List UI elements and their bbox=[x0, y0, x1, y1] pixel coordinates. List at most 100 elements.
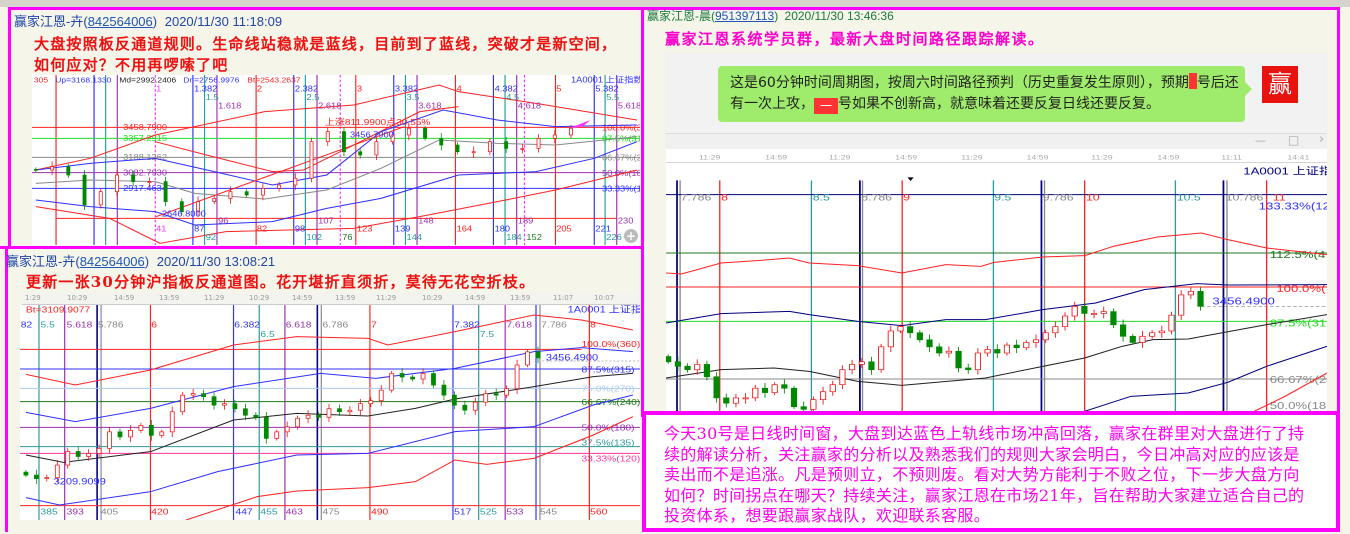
price-annotation: 2646.8000 bbox=[162, 209, 206, 218]
time-window-label: 5.618 bbox=[67, 320, 93, 330]
candle bbox=[1071, 306, 1078, 317]
chart-30min-channel[interactable]: 100.0%(360) 87.5%(315) 75.0%(270) 66.67%(24… bbox=[20, 303, 653, 521]
more-button[interactable]: › bbox=[1319, 132, 1325, 147]
time-axis-label: 14:59 bbox=[465, 294, 486, 302]
bar-index-label: 205 bbox=[556, 224, 572, 233]
bar-index-label: 180 bbox=[495, 224, 511, 233]
sender-qq-link[interactable]: 842564006 bbox=[87, 14, 153, 29]
bar-index-label: 123 bbox=[357, 224, 373, 233]
time-window-label: 5.5 bbox=[606, 93, 619, 102]
post-time: 2020/11/30 13:46:36 bbox=[784, 9, 894, 23]
pct-level-label: 66.67%(24 bbox=[1270, 374, 1327, 385]
candle bbox=[263, 416, 269, 439]
bar-index-label: 545 bbox=[540, 507, 557, 517]
candle bbox=[44, 477, 50, 479]
time-axis-label: 11:07 bbox=[553, 294, 574, 302]
candle bbox=[148, 424, 154, 436]
bar-index-label: 102 bbox=[307, 233, 323, 242]
candle bbox=[1149, 332, 1156, 337]
bar-index-label: 230 bbox=[618, 216, 634, 225]
price-level-label: 3188.1262 bbox=[123, 153, 167, 162]
candle bbox=[169, 411, 175, 433]
candle bbox=[65, 451, 71, 466]
candle bbox=[829, 384, 836, 393]
time-axis-label: 11:29 bbox=[376, 294, 397, 302]
candle bbox=[159, 431, 165, 436]
candle bbox=[96, 448, 102, 454]
candle bbox=[771, 384, 778, 393]
time-window-label: 7.786 bbox=[541, 320, 567, 330]
candle bbox=[212, 198, 217, 202]
time-window-label: 2.382 bbox=[295, 84, 318, 93]
post-time: 2020/11/30 13:08:21 bbox=[156, 254, 276, 269]
avatar[interactable]: 赢 bbox=[1262, 66, 1298, 103]
candle bbox=[1013, 344, 1020, 349]
candle bbox=[138, 424, 144, 431]
channel-band bbox=[185, 416, 634, 521]
candle bbox=[819, 391, 827, 400]
time-axis-label: 14:59 bbox=[895, 154, 917, 162]
time-axis-label: 11:29 bbox=[204, 294, 225, 302]
chart-60min-channel[interactable]: 11:29 14:59 11:29 14:59 11:29 14:59 11:29 14:59… bbox=[665, 149, 1334, 415]
time-axis-label: 10:29 bbox=[67, 294, 88, 302]
post1-header: 赢家江恩-卉(842564006) 2020/11/30 11:18:09 bbox=[14, 14, 283, 29]
time-window-label: 2 bbox=[257, 84, 262, 93]
candle bbox=[441, 384, 447, 396]
candle bbox=[1187, 291, 1194, 296]
zoom-plus-icon[interactable]: + bbox=[624, 229, 638, 243]
time-window-label: 6.5 bbox=[260, 330, 274, 340]
time-window-label: 3.382 bbox=[395, 84, 418, 93]
bar-index-label: 226 bbox=[606, 233, 622, 242]
candle bbox=[535, 351, 541, 359]
candle bbox=[858, 361, 865, 365]
indicator-readout: Bt=2543.2637 bbox=[247, 76, 301, 84]
candle bbox=[907, 326, 914, 334]
time-window-label: 7.618 bbox=[506, 320, 532, 330]
candle bbox=[569, 127, 573, 136]
candle bbox=[1139, 335, 1146, 343]
candle bbox=[994, 349, 1001, 354]
candle bbox=[1023, 342, 1030, 349]
candle bbox=[684, 365, 691, 371]
frame-top bbox=[8, 7, 643, 10]
time-window-label: 4.5 bbox=[506, 93, 519, 102]
time-window-label: 5 bbox=[556, 84, 561, 93]
candle bbox=[128, 430, 133, 438]
candle bbox=[243, 408, 248, 416]
candle bbox=[742, 397, 749, 400]
sender-qq-link[interactable]: 951397113 bbox=[715, 9, 775, 23]
candle bbox=[431, 373, 436, 386]
price-annotation: 3456.4900 bbox=[1212, 296, 1275, 307]
sender-qq-link[interactable]: 842564006 bbox=[79, 254, 145, 269]
chart-canvas: 11:29 14:59 11:29 14:59 11:29 14:59 11:29 14:59… bbox=[665, 154, 1334, 415]
candle bbox=[936, 346, 943, 354]
indicator-readout: 305 bbox=[34, 76, 49, 84]
candle bbox=[955, 350, 962, 369]
candle bbox=[277, 184, 282, 189]
candle bbox=[50, 166, 55, 171]
chart-30min-daily-channel[interactable]: 3458.7900100.0%(360)3357.291587.5%(315)3… bbox=[32, 74, 655, 245]
time-window-label: 9.786 bbox=[1043, 193, 1074, 203]
minimize-button[interactable]: — bbox=[1255, 134, 1266, 147]
pct-level-label: 66.67%(240) bbox=[602, 153, 640, 162]
maximize-button[interactable]: □ bbox=[1288, 133, 1300, 147]
candle bbox=[232, 403, 238, 410]
frame-left bbox=[641, 7, 644, 417]
post3-header: 赢家江恩-晨(951397113) 2020/11/30 13:46:36 bbox=[647, 9, 894, 23]
pct-level-label: 75.0%(270) bbox=[581, 384, 634, 394]
bar-index-label: 475 bbox=[322, 507, 339, 517]
highlight-mark bbox=[1188, 73, 1197, 89]
candle bbox=[33, 168, 38, 171]
time-axis-label: 11:11 bbox=[1221, 154, 1242, 162]
bar-index-label: 560 bbox=[590, 507, 607, 517]
candle bbox=[520, 148, 525, 150]
time-window-label: 3 bbox=[357, 84, 362, 93]
pct-level-label: 100.0%( bbox=[1276, 283, 1325, 294]
pct-level-label: 50.0%(18 bbox=[1270, 400, 1327, 411]
indicator-readout: Dn=2756.9976 bbox=[183, 76, 240, 84]
time-window-label: 2.5 bbox=[307, 93, 320, 102]
candle bbox=[75, 451, 81, 457]
bubble-text: 号如果不创新高，就意味着还要反复日线还要反复。 bbox=[838, 96, 1160, 112]
time-axis-label: 14:41 bbox=[1287, 154, 1309, 162]
candle bbox=[66, 166, 71, 176]
